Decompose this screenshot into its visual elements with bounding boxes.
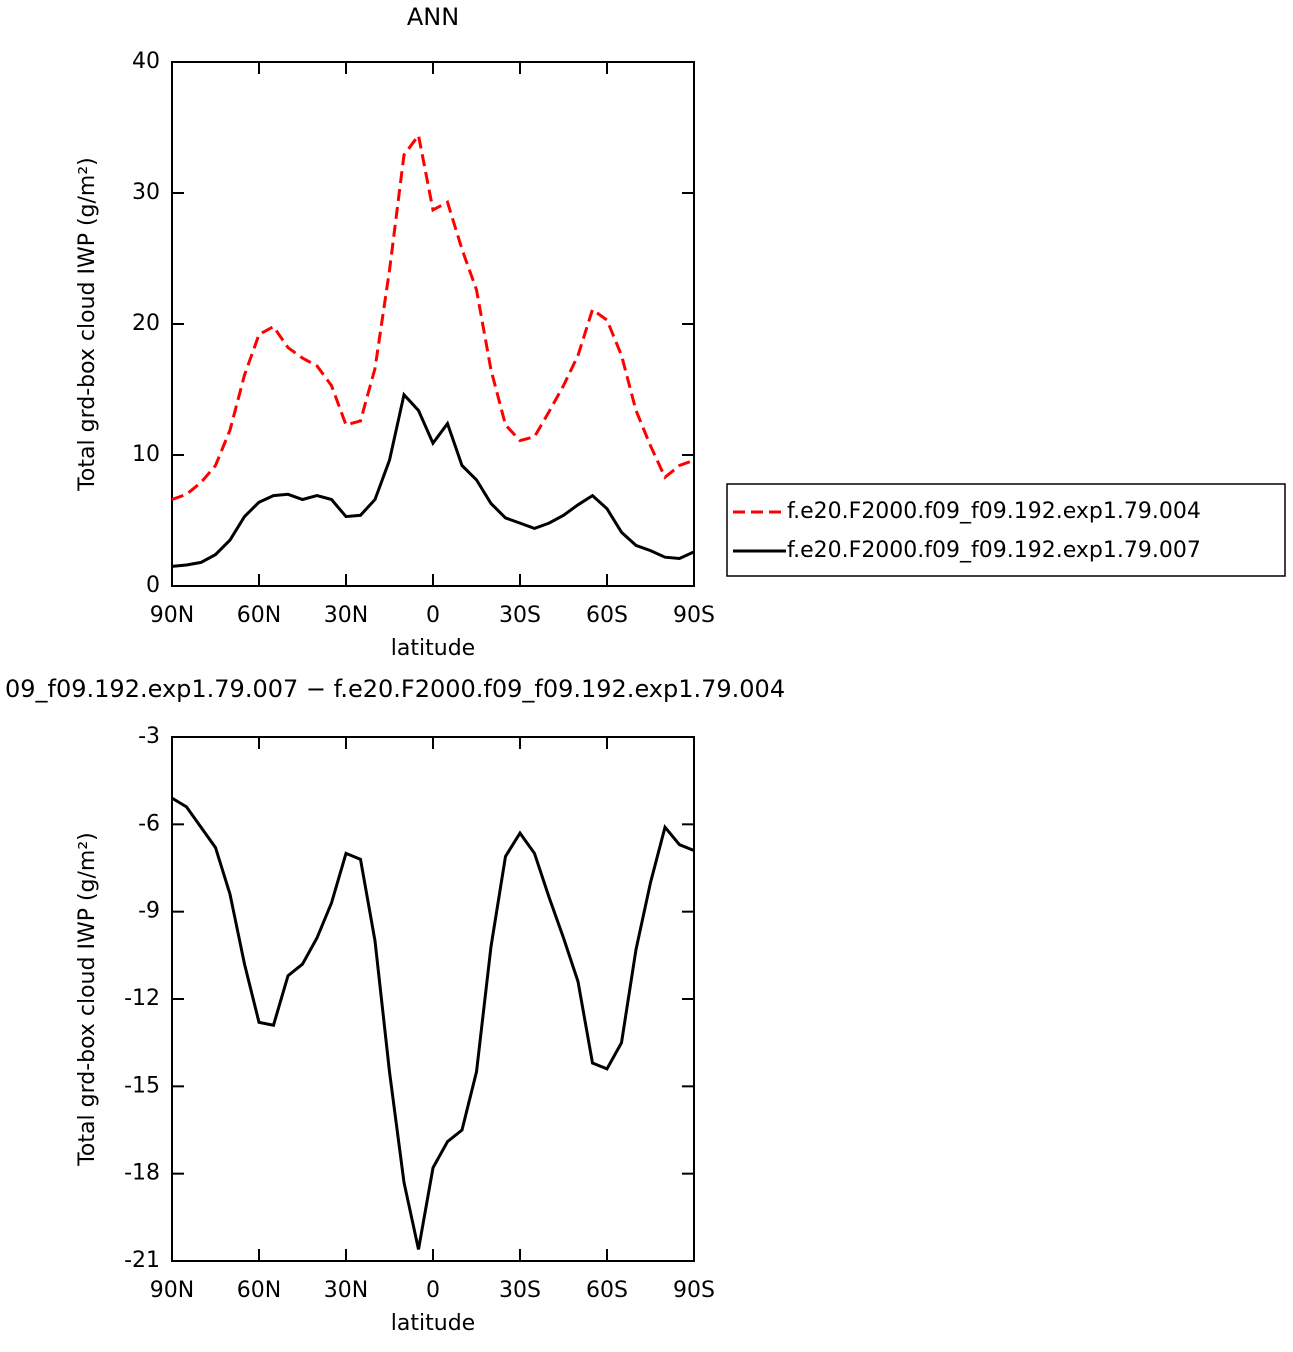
data-line	[171, 391, 695, 568]
x-tick-label: 30S	[499, 603, 541, 628]
y-tick-label: 0	[146, 573, 160, 598]
data-line	[171, 131, 695, 501]
chart-title: ANN	[407, 3, 459, 31]
x-axis-label: latitude	[391, 1311, 475, 1336]
legend-label: f.e20.F2000.f09_f09.192.exp1.79.007	[787, 538, 1201, 563]
y-axis-label: Total grd-box cloud IWP (g/m²)	[75, 157, 100, 492]
x-tick-label: 0	[426, 603, 440, 628]
x-tick-label: 0	[426, 1278, 440, 1303]
plot-frame	[171, 736, 695, 1262]
x-tick-label: 90N	[150, 603, 194, 628]
x-tick-label: 90N	[150, 1278, 194, 1303]
y-tick-label: 20	[132, 311, 160, 336]
y-tick-label: 40	[132, 49, 160, 74]
y-tick-label: -9	[138, 899, 160, 924]
y-tick-label: -15	[124, 1073, 160, 1098]
chart-title: 09_f09.192.exp1.79.007 − f.e20.F2000.f09…	[5, 675, 785, 703]
x-tick-label: 30N	[324, 1278, 368, 1303]
y-tick-label: 30	[132, 180, 160, 205]
y-tick-label: -6	[138, 811, 160, 836]
legend-box	[726, 483, 1286, 577]
x-tick-label: 30N	[324, 603, 368, 628]
x-tick-label: 90S	[673, 1278, 715, 1303]
x-tick-label: 60N	[237, 1278, 281, 1303]
y-tick-label: 10	[132, 442, 160, 467]
legend-label: f.e20.F2000.f09_f09.192.exp1.79.004	[787, 499, 1201, 524]
x-tick-label: 60S	[586, 1278, 628, 1303]
y-tick-label: -18	[124, 1161, 160, 1186]
y-axis-label: Total grd-box cloud IWP (g/m²)	[75, 832, 100, 1167]
x-tick-label: 60S	[586, 603, 628, 628]
y-tick-label: -21	[124, 1248, 160, 1273]
x-tick-label: 90S	[673, 603, 715, 628]
x-tick-label: 30S	[499, 1278, 541, 1303]
plot-frame	[171, 61, 695, 587]
x-tick-label: 60N	[237, 603, 281, 628]
data-line	[171, 796, 695, 1250]
y-tick-label: -12	[124, 986, 160, 1011]
y-tick-label: -3	[138, 724, 160, 749]
x-axis-label: latitude	[391, 636, 475, 661]
